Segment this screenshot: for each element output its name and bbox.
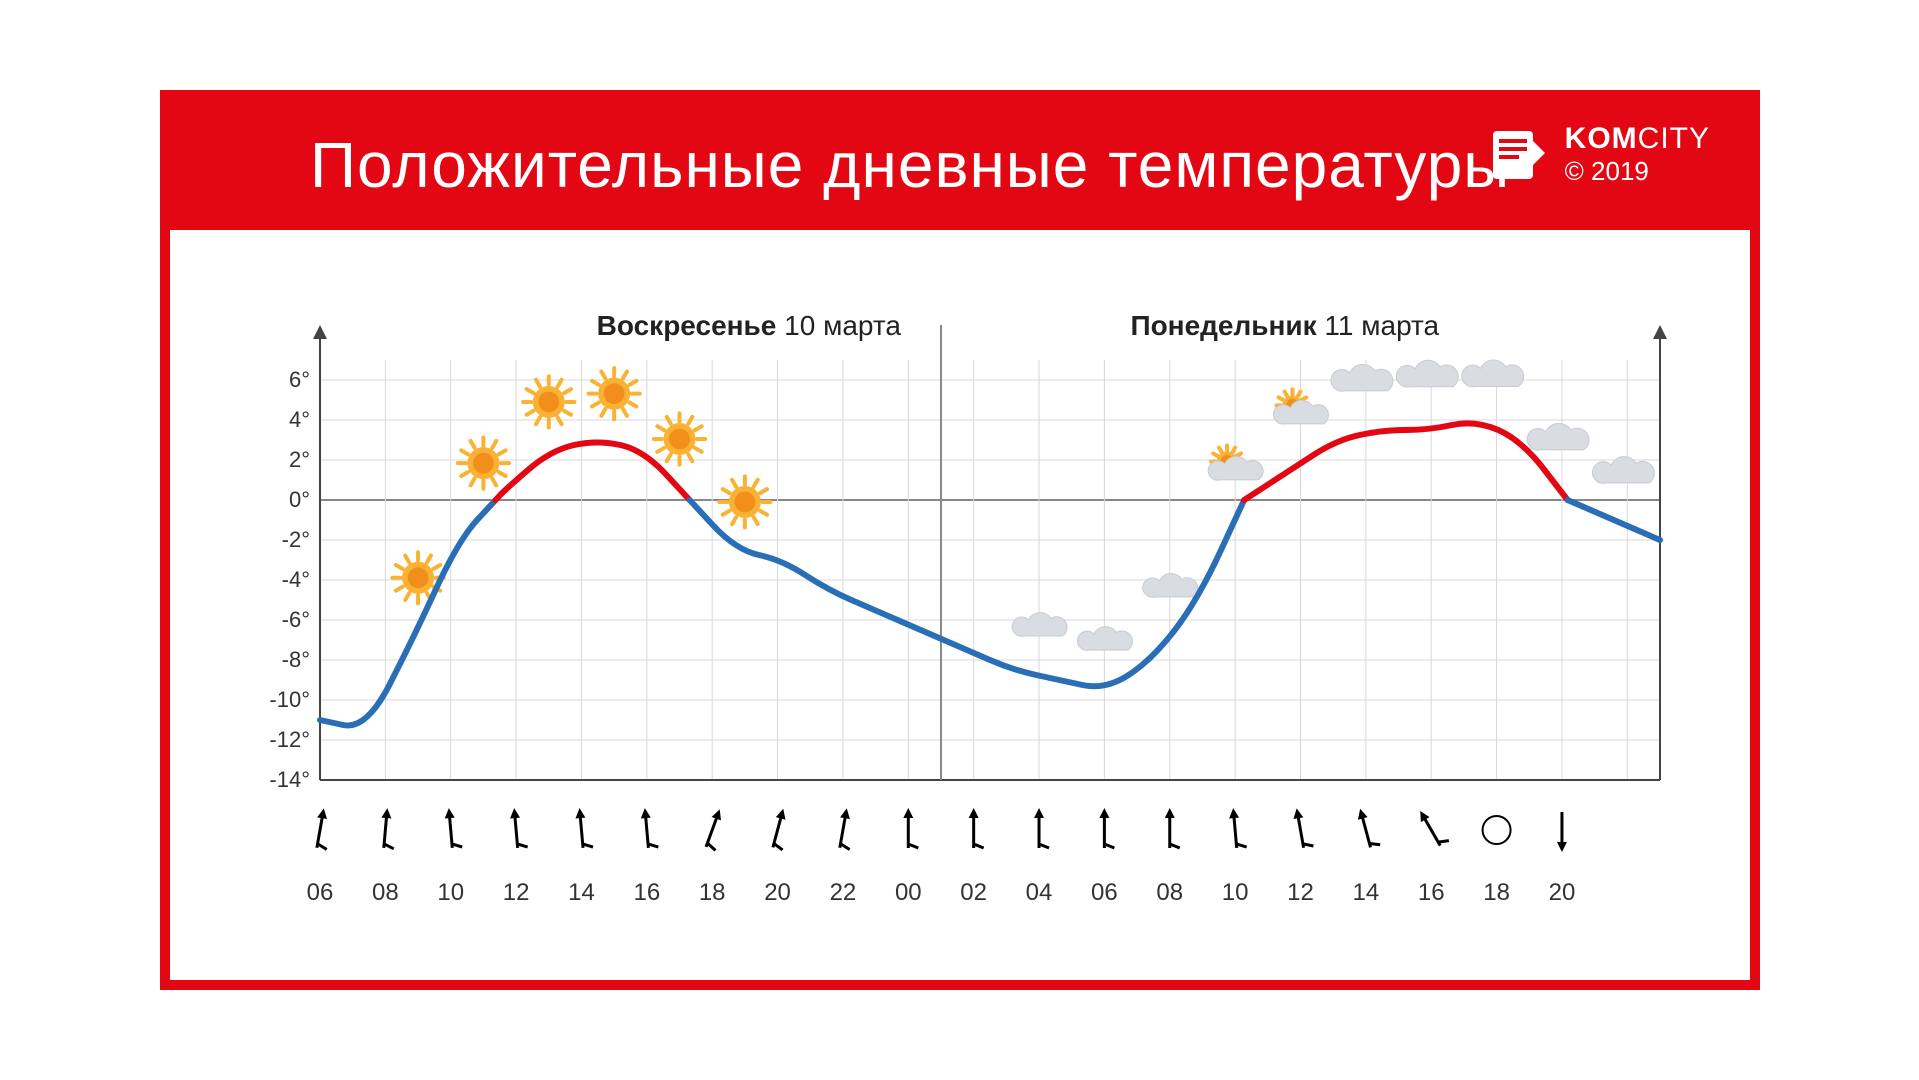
wind-arrow [969,808,984,848]
x-tick-label: 06 [1091,879,1118,906]
x-tick-label: 08 [372,879,399,906]
cloud-icon [1462,360,1524,387]
wind-arrow [640,807,658,848]
y-tick-label: -14° [269,767,310,792]
moon-cloud-icon [1077,624,1132,651]
x-tick-label: 06 [307,879,334,906]
wind-arrow [509,807,527,848]
cloud-icon [1527,423,1589,450]
wind-arrow [1228,807,1246,848]
x-tick-label: 18 [1483,879,1510,906]
wind-arrow [835,807,857,849]
wind-arrow [1483,816,1511,844]
day-label: Понедельник 11 марта [1130,310,1439,341]
brand-name: KOMCITY [1565,122,1710,156]
moon-icon [898,561,912,589]
wind-arrow [575,807,593,848]
x-tick-label: 04 [1026,879,1053,906]
y-tick-label: -6° [282,607,310,632]
day-label: Воскресенье 10 марта [597,310,902,341]
sun-icon [458,438,509,489]
x-tick-label: 08 [1156,879,1183,906]
y-tick-label: -4° [282,567,310,592]
wind-arrow [1416,806,1449,848]
x-tick-label: 10 [437,879,464,906]
x-tick-label: 00 [895,879,922,906]
wind-arrow [379,808,397,849]
moon-cloud-icon [1012,610,1067,637]
sun-cloud-icon [1208,446,1263,481]
x-tick-label: 20 [764,879,791,906]
chart-svg: 6° 4° 2° 0° -2° -4° -6° -8° -10° -12° -14° 06 08 10 12… [240,300,1680,910]
sun-cloud-icon [1274,389,1329,424]
y-tick-label: -2° [282,527,310,552]
y-tick-label: -12° [269,727,310,752]
x-tick-label: 02 [960,879,987,906]
wind-arrow [903,808,918,848]
wind-arrow [1557,812,1567,852]
wind-arrow [1165,808,1180,848]
x-tick-label: 10 [1222,879,1249,906]
x-tick-label: 12 [503,879,530,906]
temperature-chart: 6° 4° 2° 0° -2° -4° -6° -8° -10° -12° -14° 06 08 10 12… [240,300,1680,910]
x-tick-label: 16 [1418,879,1445,906]
cloud-icon [1593,457,1655,484]
x-tick-label: 20 [1549,879,1576,906]
moon-icon [833,532,847,560]
temp-line [1244,423,1567,500]
y-tick-label: -8° [282,647,310,672]
sun-icon [719,476,770,527]
wind-arrow [1099,808,1114,848]
y-tick-label: -10° [269,687,310,712]
y-tick-label: 4° [289,407,310,432]
x-tick-label: 14 [568,879,595,906]
sun-icon [589,368,640,419]
brand-text: KOMCITY © 2019 [1565,122,1710,187]
brand-copyright: © 2019 [1565,156,1710,187]
wind-arrow [312,807,334,849]
moon-cloud-icon [1143,571,1198,598]
weather-card: Положительные дневные температуры KOMCIT… [160,90,1760,990]
brand: KOMCITY © 2019 [1487,122,1710,187]
x-tick-label: 16 [633,879,660,906]
header: Положительные дневные температуры KOMCIT… [170,100,1750,230]
y-tick-label: 6° [289,367,310,392]
x-tick-label: 14 [1353,879,1380,906]
wind-arrow [1355,806,1380,849]
temp-line [320,500,496,726]
y-tick-label: 2° [289,447,310,472]
cloud-icon [1331,364,1393,391]
x-tick-label: 22 [830,879,857,906]
brand-logo-icon [1487,123,1551,187]
sun-icon [654,413,705,464]
x-tick-label: 18 [699,879,726,906]
x-tick-label: 12 [1287,879,1314,906]
cloud-icon [1396,360,1458,387]
wind-arrow [444,807,462,848]
wind-arrow [768,807,793,850]
page-title: Положительные дневные температуры [310,128,1510,202]
wind-arrow [701,808,729,851]
y-tick-label: 0° [289,487,310,512]
temp-line [1568,500,1660,540]
wind-arrow [1292,807,1314,849]
wind-arrow [1034,808,1049,848]
moon-icon [964,589,978,617]
